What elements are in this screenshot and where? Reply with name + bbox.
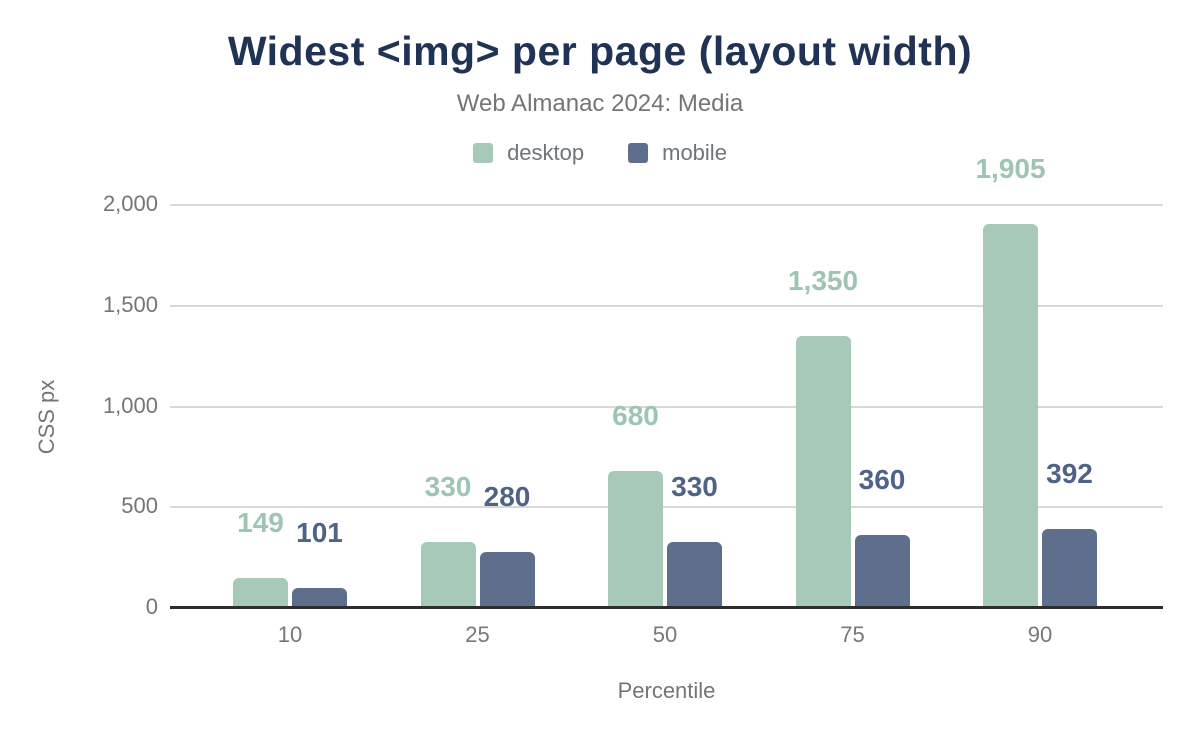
gridline bbox=[170, 405, 1163, 408]
bar-value-label-desktop-p90: 1,905 bbox=[975, 153, 1046, 185]
x-axis-line bbox=[170, 606, 1163, 609]
bar-value-label-mobile-p25: 280 bbox=[483, 480, 531, 512]
y-tick-label: 500 bbox=[121, 493, 158, 519]
bar-desktop-p10[interactable]: 149 bbox=[233, 507, 288, 608]
legend-swatch-desktop bbox=[473, 143, 494, 163]
gridline bbox=[170, 304, 1163, 307]
legend-item-desktop: desktop bbox=[473, 140, 584, 166]
legend-swatch-mobile bbox=[628, 143, 649, 163]
bar-desktop-p25[interactable]: 330 bbox=[420, 471, 476, 608]
bar-mobile-p75[interactable]: 360 bbox=[854, 465, 910, 608]
x-tick-label-25: 25 bbox=[465, 622, 490, 647]
y-tick-label: 2,000 bbox=[102, 191, 158, 216]
bar-value-label-mobile-p50: 330 bbox=[671, 470, 718, 502]
gridline bbox=[170, 204, 1163, 206]
x-tick-label-50: 50 bbox=[652, 622, 678, 647]
bar-value-label-mobile-p10: 101 bbox=[296, 516, 343, 548]
chart-title: Widest <img> per page (layout width) bbox=[227, 28, 973, 74]
y-tick-label: 1,500 bbox=[102, 291, 158, 317]
bar-group-p90: 1,905 392 bbox=[975, 154, 1097, 608]
bar-value-label-mobile-p90: 392 bbox=[1046, 458, 1093, 490]
y-tick-label: 0 bbox=[145, 594, 158, 619]
bar-desktop-p75[interactable]: 1,350 bbox=[788, 265, 858, 608]
legend-label-desktop: desktop bbox=[507, 140, 585, 165]
bar-value-label-desktop-p50: 680 bbox=[612, 399, 659, 431]
bar-mobile-p25[interactable]: 280 bbox=[479, 481, 535, 608]
bar-desktop-p50[interactable]: 680 bbox=[608, 400, 663, 608]
bar-group-p10: 149 101 bbox=[233, 205, 347, 608]
x-tick-label-90: 90 bbox=[1027, 622, 1053, 647]
legend: desktop mobile bbox=[0, 140, 1200, 166]
bar-mobile-p90[interactable]: 392 bbox=[1042, 459, 1097, 608]
bar-mobile-p50[interactable]: 330 bbox=[667, 471, 722, 608]
chart-subtitle: Web Almanac 2024: Media bbox=[456, 90, 744, 117]
bar-mobile-p10[interactable]: 101 bbox=[292, 517, 347, 608]
legend-label-mobile: mobile bbox=[662, 140, 727, 165]
bar-value-label-desktop-p10: 149 bbox=[237, 506, 284, 538]
y-tick-label: 1,000 bbox=[102, 392, 158, 418]
bar-value-label-mobile-p75: 360 bbox=[858, 464, 906, 496]
bar-value-label-desktop-p75: 1,350 bbox=[787, 264, 859, 296]
bar-group-p25: 330 280 bbox=[420, 205, 535, 608]
x-axis-title: Percentile bbox=[617, 678, 716, 703]
legend-item-mobile: mobile bbox=[628, 140, 727, 166]
bar-desktop-p90[interactable]: 1,905 bbox=[975, 154, 1046, 608]
gridline bbox=[170, 506, 1163, 509]
x-tick-label-75: 75 bbox=[840, 622, 865, 647]
bar-group-p50: 680 330 bbox=[608, 205, 722, 608]
bar-value-label-desktop-p25: 330 bbox=[424, 470, 472, 502]
plot-area: Percentile 0 500 1,000 1,500 2,000 149 101 10 33… bbox=[103, 154, 1163, 703]
x-tick-label-10: 10 bbox=[277, 622, 303, 647]
bar-group-p75: 1,350 360 bbox=[788, 205, 910, 608]
y-axis-title: CSS px bbox=[34, 379, 59, 455]
